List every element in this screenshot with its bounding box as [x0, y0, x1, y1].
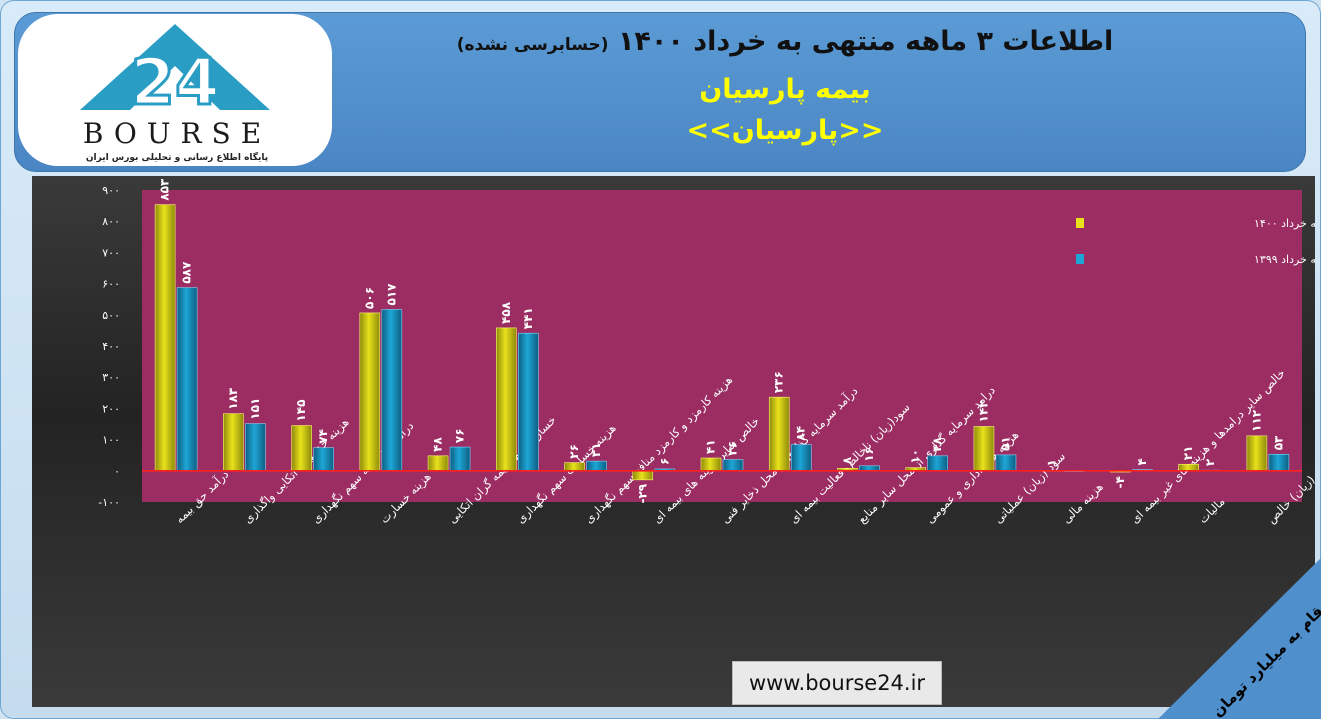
data-label: ۱۰ — [908, 449, 922, 464]
bar-1400 — [495, 327, 517, 472]
y-tick-label: ۲۰۰ — [102, 402, 120, 415]
data-label: ۵۳ — [1271, 435, 1285, 450]
data-label: ۵۰۶ — [362, 287, 376, 309]
data-label: ۲۱ — [1181, 446, 1195, 461]
data-label: ۴۵۸ — [499, 301, 513, 324]
data-label: ۱۴۲ — [976, 400, 990, 423]
bar-1400 — [564, 462, 585, 472]
y-tick-label: ۹۰۰ — [102, 184, 120, 197]
bar-1399 — [790, 444, 812, 472]
bar-1399 — [995, 454, 1017, 472]
page-title: اطلاعات ۳ ماهه منتهی به خرداد ۱۴۰۰ (حساب… — [330, 26, 1240, 57]
data-label: ۲۶ — [567, 444, 581, 459]
bar-1399 — [449, 446, 471, 472]
title-note: (حسابرسی نشده) — [456, 35, 609, 55]
data-label: ۴۴۱ — [521, 307, 535, 329]
bar-1399 — [313, 447, 334, 472]
y-tick-label: ۸۰۰ — [102, 215, 120, 228]
data-label: -۲۹ — [635, 483, 649, 503]
y-tick-label: ۰ — [114, 465, 120, 478]
data-label: ۸ — [840, 456, 854, 464]
bar-1400 — [973, 426, 995, 472]
y-tick-label: ۱۰۰ — [102, 434, 120, 447]
legend-swatch — [1076, 254, 1084, 264]
data-label: ۱۱۲ — [1249, 409, 1263, 432]
data-label: ۴۱ — [704, 439, 718, 454]
data-label: ۴۸ — [930, 436, 944, 451]
bar-chart: ۹۰۰۸۰۰۷۰۰۶۰۰۵۰۰۴۰۰۳۰۰۲۰۰۱۰۰۰-۱۰۰۸۵۳۵۸۷در… — [98, 178, 1315, 527]
logo-24-mark-icon: 24 — [80, 24, 270, 122]
company-name: بیمه پارسیان — [699, 74, 871, 105]
bar-1400 — [632, 470, 654, 481]
y-tick-label: ۷۰۰ — [102, 246, 120, 259]
data-label: ۸۵۳ — [158, 178, 172, 201]
data-label: ۱۵۱ — [248, 398, 262, 420]
bourse24-logo: 24 BOURSE پایگاه اطلاع رسانی و تحلیلی بو… — [18, 14, 332, 166]
bar-1400 — [1178, 463, 1199, 472]
data-label: ۷۴ — [316, 429, 330, 444]
bar-1400 — [291, 425, 312, 472]
data-label: ۵۱۷ — [384, 283, 398, 306]
svg-text:24: 24 — [130, 46, 219, 120]
data-label: ۴۸ — [431, 436, 445, 451]
bar-1399 — [1268, 453, 1290, 472]
y-tick-label: ۳۰۰ — [102, 371, 120, 384]
y-tick-label: ۵۰۰ — [102, 309, 120, 322]
data-label: ۶ — [657, 458, 671, 465]
y-tick-label: ۴۰۰ — [102, 340, 120, 353]
data-label: ۳۱ — [589, 442, 603, 457]
data-label: ۷۶ — [453, 428, 467, 443]
bar-1400 — [1246, 435, 1268, 472]
chart-panel: ۹۰۰ ۸۰۰ ۷۰۰ ۶۰۰ ۵۰۰ ۴۰۰ ۳۰۰ ۲۰۰ ۱۰۰ ۰ -۱۰۰ ۸۵۳ ۵۸۷ در… — [32, 176, 1315, 707]
data-label: ۱ — [1045, 459, 1059, 466]
data-label: ۵۸۷ — [180, 261, 194, 284]
data-label: ۵۱ — [998, 436, 1012, 451]
bar-1399 — [176, 287, 198, 472]
company-symbol: <<پارسیان>> — [686, 115, 884, 146]
logo-wordmark: BOURSE — [82, 117, 272, 150]
website-link[interactable]: www.bourse24.ir — [732, 661, 942, 705]
logo-tagline: پایگاه اطلاع رسانی و تحلیلی بورس ایران — [85, 153, 269, 163]
bar-1399 — [586, 460, 607, 472]
bar-1399 — [381, 309, 403, 472]
plot-area — [142, 190, 1302, 502]
data-label: ۴ — [1135, 458, 1149, 465]
data-label: ۳۶ — [726, 441, 740, 456]
title-main: اطلاعات ۳ ماهه منتهی به خرداد ۱۴۰۰ — [617, 26, 1114, 57]
legend-swatch — [1076, 218, 1084, 228]
bar-1400 — [359, 312, 381, 472]
data-label: ۱۸۳ — [226, 387, 240, 410]
bar-1399 — [927, 455, 949, 472]
data-label: ۱۶ — [862, 447, 876, 462]
unit-note-corner: ارقام به میلیارد تومان — [1158, 558, 1321, 719]
data-label: ۸۴ — [794, 426, 808, 441]
data-label: ۲ — [1203, 458, 1217, 466]
bar-1400 — [223, 413, 244, 472]
y-tick-label: ۶۰۰ — [102, 278, 120, 291]
bar-1400 — [768, 396, 790, 472]
data-label: -۴ — [1113, 476, 1127, 488]
data-label: ۲۳۶ — [772, 371, 786, 393]
bar-1400 — [427, 455, 449, 472]
bar-1400 — [154, 204, 176, 472]
bar-1399 — [722, 459, 744, 472]
bar-1399 — [245, 423, 266, 472]
bar-1400 — [700, 457, 722, 472]
data-label: ۱۴۵ — [294, 400, 308, 422]
bar-1399 — [517, 332, 539, 472]
y-tick-label: -۱۰۰ — [98, 496, 120, 509]
